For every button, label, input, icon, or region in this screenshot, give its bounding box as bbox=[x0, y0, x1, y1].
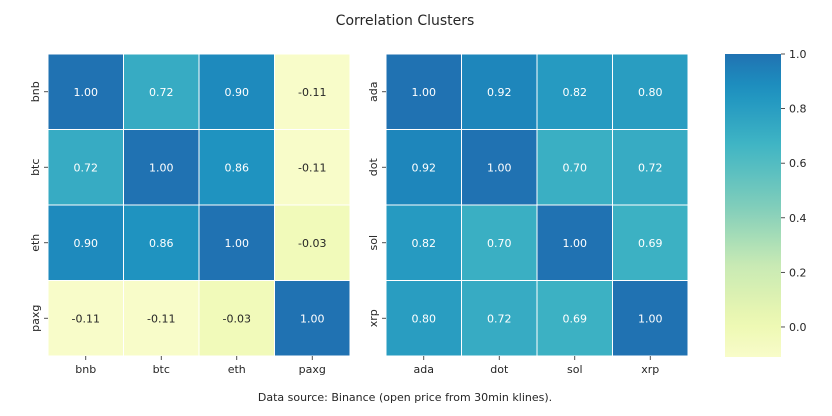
y-tick-label: xrp bbox=[367, 309, 380, 327]
heatmap-cell bbox=[385, 53, 462, 130]
cell-value-label: 0.82 bbox=[412, 237, 437, 250]
cell-value-label: -0.03 bbox=[298, 237, 326, 250]
colorbar-tick-label: 0.4 bbox=[789, 212, 807, 225]
heatmap-panel-2: 1.00 0.92 0.82 0.80 0.92 1.00 0.70 0.72 0.82 0.70… bbox=[367, 53, 689, 376]
cell-value-label: 0.86 bbox=[149, 237, 174, 250]
cell-value-label: 0.72 bbox=[638, 161, 663, 174]
cell-value-label: 0.92 bbox=[412, 161, 437, 174]
x-tick-label: eth bbox=[228, 363, 246, 376]
y-tick-label: btc bbox=[29, 159, 42, 176]
heatmap-cell bbox=[47, 53, 124, 130]
colorbar-tick-label: 0.2 bbox=[789, 266, 807, 279]
heatmap-cell bbox=[123, 280, 200, 357]
heatmap-cell bbox=[385, 204, 462, 281]
colorbar-tick-label: 0.0 bbox=[789, 321, 807, 334]
cell-value-label: 0.80 bbox=[412, 312, 437, 325]
cell-value-label: 1.00 bbox=[300, 312, 325, 325]
colorbar-gradient bbox=[725, 54, 781, 357]
colorbar-tick-label: 0.8 bbox=[789, 103, 807, 116]
heatmap-cell bbox=[123, 129, 200, 206]
cell-value-label: 0.72 bbox=[74, 161, 99, 174]
y-tick-label: dot bbox=[367, 158, 380, 177]
colorbar: 0.0 0.2 0.4 0.6 0.8 1.0 bbox=[725, 48, 807, 357]
cell-value-label: 1.00 bbox=[563, 237, 588, 250]
data-source-note: Data source: Binance (open price from 30… bbox=[258, 391, 552, 404]
heatmap-panel-1: 1.00 0.72 0.90 -0.11 0.72 1.00 0.86 -0.11 0.90 0.… bbox=[29, 53, 351, 376]
y-tick-label: eth bbox=[29, 234, 42, 252]
cell-value-label: 0.90 bbox=[74, 237, 99, 250]
cell-value-label: 1.00 bbox=[74, 86, 99, 99]
heatmap-cell bbox=[123, 53, 200, 130]
x-tick-label: ada bbox=[414, 363, 434, 376]
cell-value-label: 1.00 bbox=[225, 237, 250, 250]
cell-value-label: 0.86 bbox=[225, 161, 250, 174]
cell-value-label: 0.69 bbox=[563, 312, 588, 325]
x-tick-label: paxg bbox=[299, 363, 326, 376]
cell-value-label: -0.11 bbox=[298, 161, 326, 174]
heatmap-cell bbox=[274, 53, 351, 130]
heatmap-cell bbox=[536, 204, 613, 281]
heatmap-cell bbox=[536, 53, 613, 130]
heatmap-cell bbox=[47, 129, 124, 206]
cell-value-label: 1.00 bbox=[638, 312, 663, 325]
heatmap-cell bbox=[385, 129, 462, 206]
chart-title: Correlation Clusters bbox=[336, 13, 475, 29]
x-tick-label: dot bbox=[490, 363, 509, 376]
cell-value-label: 0.70 bbox=[563, 161, 588, 174]
heatmap-cell bbox=[274, 129, 351, 206]
cell-value-label: 0.70 bbox=[487, 237, 512, 250]
heatmap-cell bbox=[461, 53, 538, 130]
heatmap-cell bbox=[536, 129, 613, 206]
cell-value-label: 0.90 bbox=[225, 86, 250, 99]
y-tick-label: paxg bbox=[29, 305, 42, 332]
cell-value-label: 1.00 bbox=[412, 86, 437, 99]
heatmap-cell bbox=[612, 53, 689, 130]
cell-value-label: 1.00 bbox=[149, 161, 174, 174]
cell-value-label: 0.82 bbox=[563, 86, 588, 99]
heatmap-cell bbox=[461, 204, 538, 281]
heatmap-cell bbox=[612, 280, 689, 357]
heatmap-cell bbox=[198, 53, 275, 130]
heatmap-cell bbox=[274, 280, 351, 357]
colorbar-tick-label: 1.0 bbox=[789, 48, 807, 61]
y-tick-label: ada bbox=[367, 82, 380, 102]
x-tick-label: sol bbox=[567, 363, 583, 376]
cell-value-label: 0.80 bbox=[638, 86, 663, 99]
cell-value-label: 0.72 bbox=[149, 86, 174, 99]
colorbar-tick-label: 0.6 bbox=[789, 157, 807, 170]
cell-value-label: 0.69 bbox=[638, 237, 663, 250]
heatmap-cell bbox=[123, 204, 200, 281]
cell-value-label: 0.72 bbox=[487, 312, 512, 325]
y-tick-label: bnb bbox=[29, 81, 42, 102]
heatmap-cell bbox=[274, 204, 351, 281]
x-tick-label: btc bbox=[153, 363, 170, 376]
cell-value-label: -0.11 bbox=[298, 86, 326, 99]
x-tick-label: bnb bbox=[75, 363, 96, 376]
x-tick-label: xrp bbox=[641, 363, 659, 376]
y-tick-label: sol bbox=[367, 235, 380, 251]
cell-value-label: -0.11 bbox=[72, 312, 100, 325]
cell-value-label: 0.92 bbox=[487, 86, 512, 99]
cell-value-label: -0.03 bbox=[223, 312, 251, 325]
heatmap-cell bbox=[47, 280, 124, 357]
cell-value-label: 1.00 bbox=[487, 161, 512, 174]
cell-value-label: -0.11 bbox=[147, 312, 175, 325]
